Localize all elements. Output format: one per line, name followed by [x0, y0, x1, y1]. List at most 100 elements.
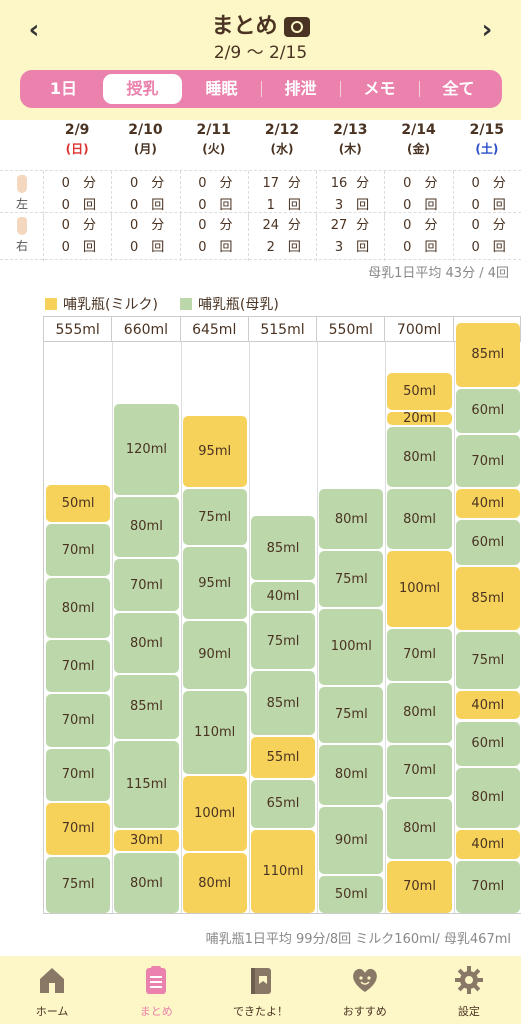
- breast-bar-segment[interactable]: 70ml: [46, 640, 111, 693]
- breast-bar-segment[interactable]: 70ml: [455, 860, 520, 913]
- breast-bar-segment[interactable]: 65ml: [250, 779, 316, 828]
- milk-bar-segment[interactable]: 55ml: [250, 736, 316, 778]
- breast-bar-segment[interactable]: 85ml: [250, 671, 316, 735]
- segment-label: 80ml: [198, 875, 232, 891]
- breast-bar-segment[interactable]: 110ml: [182, 690, 247, 774]
- milk-bar-segment[interactable]: 40ml: [455, 690, 520, 720]
- breast-bar-segment[interactable]: 75ml: [319, 686, 384, 743]
- nav-settings[interactable]: 設定: [417, 956, 521, 1024]
- breast-bar-segment[interactable]: 70ml: [114, 558, 179, 612]
- count-value: 0: [61, 240, 70, 255]
- tab-day[interactable]: 1日: [49, 79, 78, 98]
- breast-bar-segment[interactable]: 90ml: [182, 620, 247, 689]
- breast-bar-segment[interactable]: 60ml: [455, 721, 520, 766]
- segment-label: 90ml: [334, 832, 368, 848]
- nav-album[interactable]: できたよ！: [208, 956, 312, 1024]
- next-week-button[interactable]: ›: [481, 15, 493, 45]
- nav-summary[interactable]: まとめ: [104, 956, 208, 1024]
- segment-label: 85ml: [471, 347, 505, 363]
- milk-bar-segment[interactable]: 40ml: [455, 489, 520, 519]
- breast-bar-segment[interactable]: 80ml: [387, 798, 452, 859]
- segment-label: 60ml: [471, 534, 505, 550]
- segment-label: 115ml: [125, 776, 167, 792]
- breast-bar-segment[interactable]: 70ml: [46, 748, 111, 801]
- breast-bar-segment[interactable]: 75ml: [250, 613, 316, 670]
- tab-excretion[interactable]: 排泄: [261, 74, 340, 104]
- segment-label: 95ml: [198, 575, 232, 591]
- column-divider: [317, 342, 319, 913]
- milk-bar-segment[interactable]: 70ml: [46, 802, 111, 855]
- minutes-value: 24: [262, 218, 279, 233]
- count-value: 0: [129, 198, 139, 213]
- breast-bar-segment[interactable]: 80ml: [387, 427, 452, 488]
- segment-label: 90ml: [198, 647, 232, 663]
- segment-label: 60ml: [471, 736, 505, 752]
- count-unit: 回: [356, 240, 370, 255]
- milk-bar-segment[interactable]: 40ml: [455, 829, 520, 859]
- camera-icon[interactable]: [283, 17, 310, 37]
- milk-bar-segment[interactable]: 50ml: [46, 485, 111, 523]
- tab-memo[interactable]: メモ: [340, 74, 419, 104]
- breast-bar-segment[interactable]: 60ml: [455, 520, 520, 565]
- minutes-value: 0: [198, 218, 207, 233]
- breast-bar-segment[interactable]: 75ml: [455, 632, 520, 689]
- breast-bar-segment[interactable]: 85ml: [250, 516, 316, 581]
- breast-bar-segment[interactable]: 80ml: [455, 767, 520, 828]
- segment-label: 110ml: [262, 863, 304, 879]
- breast-bar-segment[interactable]: 90ml: [319, 806, 384, 875]
- minutes-value: 0: [129, 176, 139, 191]
- breast-bar-segment[interactable]: 80ml: [46, 578, 111, 639]
- breast-bar-segment[interactable]: 80ml: [114, 853, 179, 913]
- breast-bar-segment[interactable]: 80ml: [387, 682, 452, 743]
- nav-recommend[interactable]: おすすめ: [313, 956, 417, 1024]
- breast-bar-segment[interactable]: 85ml: [114, 675, 179, 739]
- breast-bar-segment[interactable]: 80ml: [387, 489, 452, 550]
- segment-label: 80ml: [403, 705, 436, 721]
- milk-bar-segment[interactable]: 80ml: [182, 853, 247, 913]
- breast-bar-segment[interactable]: 70ml: [455, 435, 520, 488]
- milk-bar-segment[interactable]: 110ml: [250, 829, 316, 913]
- minutes-unit: 分: [82, 176, 96, 191]
- milk-bar-segment[interactable]: 100ml: [182, 775, 247, 852]
- tab-all[interactable]: 全て: [419, 74, 498, 104]
- breast-bar-segment[interactable]: 70ml: [387, 628, 452, 681]
- nav-home[interactable]: ホーム: [0, 956, 104, 1024]
- milk-bar-segment[interactable]: 85ml: [455, 566, 520, 631]
- breast-bar-segment[interactable]: 75ml: [46, 856, 111, 913]
- prev-week-button[interactable]: ‹: [28, 15, 40, 45]
- breast-bar-segment[interactable]: 75ml: [182, 489, 247, 546]
- milk-bar-segment[interactable]: 85ml: [455, 322, 520, 387]
- breast-bar-segment[interactable]: 70ml: [387, 744, 452, 797]
- breast-bar-segment[interactable]: 80ml: [114, 613, 179, 674]
- breast-bar-segment[interactable]: 115ml: [114, 740, 179, 828]
- segment-label: 40ml: [471, 836, 505, 852]
- milk-bar-segment[interactable]: 70ml: [387, 860, 452, 913]
- bottle-feeding-chart: 75ml 70ml 70ml 70ml 70ml 80ml 70ml 50ml 80ml 30ml…: [43, 322, 521, 914]
- breast-bar-segment[interactable]: 80ml: [114, 497, 179, 557]
- breast-bar-segment[interactable]: 60ml: [455, 388, 520, 434]
- date-label: 2/14: [401, 122, 436, 138]
- breast-bar-segment[interactable]: 80ml: [319, 489, 384, 550]
- milk-bar-segment[interactable]: 95ml: [182, 415, 247, 488]
- milk-bar-segment[interactable]: 50ml: [387, 373, 452, 410]
- breast-bar-segment[interactable]: 50ml: [319, 876, 384, 913]
- breast-bar-segment[interactable]: 40ml: [250, 582, 316, 612]
- milk-bar-segment[interactable]: 30ml: [114, 829, 179, 852]
- breast-bar-segment[interactable]: 120ml: [114, 404, 179, 496]
- tab-feeding[interactable]: 授乳: [103, 74, 182, 104]
- count-unit: 回: [492, 240, 506, 255]
- breast-bar-segment[interactable]: 75ml: [319, 551, 384, 608]
- date-cell: 2/11 (火): [180, 122, 248, 170]
- breast-bar-segment[interactable]: 70ml: [46, 524, 111, 577]
- milk-bar-segment[interactable]: 20ml: [387, 411, 452, 426]
- breast-bar-segment[interactable]: 70ml: [46, 694, 111, 747]
- right-side-label: 右: [8, 217, 36, 254]
- column-divider: [385, 342, 387, 913]
- count-value: 0: [129, 240, 139, 255]
- breast-bar-segment[interactable]: 100ml: [319, 609, 384, 685]
- milk-bar-segment[interactable]: 100ml: [387, 551, 452, 627]
- count-value: 3: [334, 240, 344, 255]
- breast-bar-segment[interactable]: 80ml: [319, 744, 384, 805]
- breast-bar-segment[interactable]: 95ml: [182, 547, 247, 619]
- tab-sleep[interactable]: 睡眠: [205, 79, 238, 98]
